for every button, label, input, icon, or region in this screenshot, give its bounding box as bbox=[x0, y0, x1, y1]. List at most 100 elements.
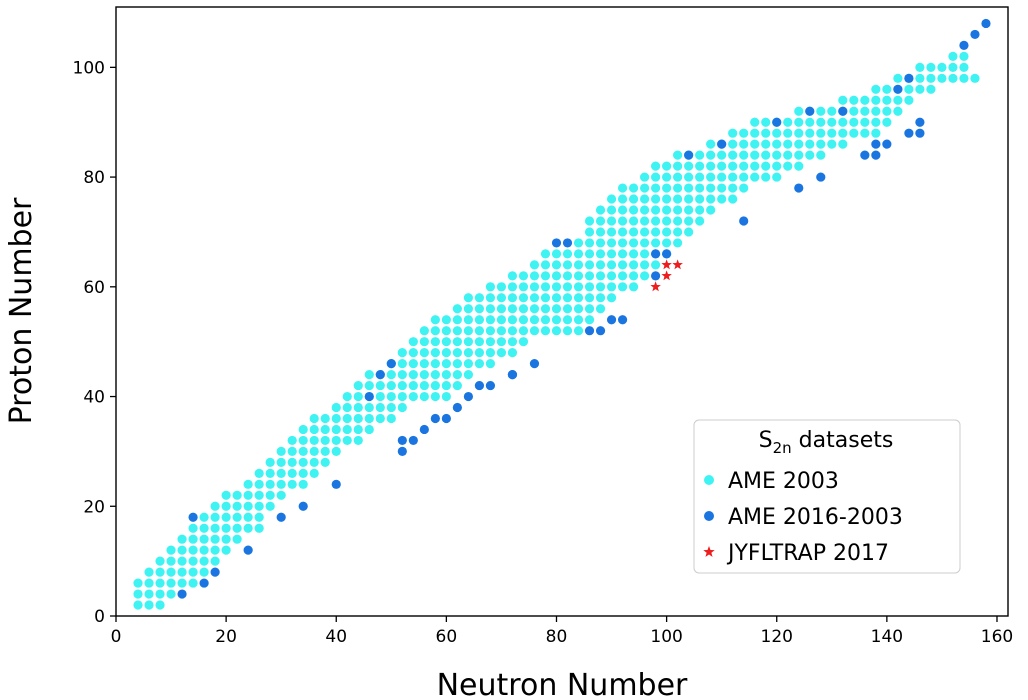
point-ame-2003 bbox=[144, 567, 154, 577]
point-ame-2003 bbox=[750, 150, 760, 160]
point-ame-2003 bbox=[397, 348, 407, 358]
point-ame-2003 bbox=[243, 523, 253, 533]
point-ame-2003 bbox=[309, 424, 319, 435]
point-ame-2003 bbox=[397, 359, 407, 369]
point-ame-2003 bbox=[639, 172, 650, 182]
point-ame-2003 bbox=[529, 315, 540, 325]
point-ame-2016-2003 bbox=[651, 271, 661, 281]
point-ame-2003 bbox=[849, 106, 859, 116]
point-ame-2003 bbox=[959, 51, 969, 61]
point-ame-2003 bbox=[232, 501, 242, 511]
point-ame-2003 bbox=[639, 183, 650, 193]
point-ame-2003 bbox=[496, 304, 507, 314]
point-ame-2003 bbox=[441, 315, 451, 325]
point-ame-2003 bbox=[309, 468, 319, 478]
point-ame-2003 bbox=[617, 205, 628, 215]
legend-title-rest: datasets bbox=[792, 428, 894, 453]
point-ame-2016-2003 bbox=[617, 315, 628, 325]
point-ame-2003 bbox=[651, 172, 661, 182]
point-ame-2003 bbox=[662, 172, 672, 182]
point-ame-2003 bbox=[265, 501, 275, 511]
point-ame-2003 bbox=[816, 106, 826, 116]
point-ame-2003 bbox=[628, 205, 639, 215]
point-ame-2003 bbox=[717, 194, 727, 204]
point-ame-2003 bbox=[728, 183, 738, 193]
point-ame-2003 bbox=[430, 337, 440, 347]
point-ame-2003 bbox=[518, 282, 529, 292]
point-ame-2003 bbox=[474, 326, 485, 336]
point-ame-2003 bbox=[419, 380, 429, 391]
point-ame-2003 bbox=[353, 435, 363, 446]
point-ame-2003 bbox=[540, 260, 551, 270]
point-ame-2003 bbox=[177, 578, 187, 588]
point-ame-2003 bbox=[188, 556, 198, 566]
point-ame-2003 bbox=[584, 216, 595, 226]
point-ame-2003 bbox=[628, 216, 639, 226]
point-ame-2003 bbox=[728, 150, 738, 160]
point-ame-2003 bbox=[783, 139, 793, 149]
point-ame-2003 bbox=[617, 194, 628, 204]
point-ame-2016-2003 bbox=[474, 380, 485, 391]
point-ame-2003 bbox=[728, 128, 738, 138]
point-ame-2003 bbox=[408, 337, 418, 347]
point-ame-2003 bbox=[287, 435, 297, 446]
point-ame-2003 bbox=[529, 282, 540, 292]
point-ame-2003 bbox=[386, 402, 396, 413]
point-ame-2003 bbox=[706, 205, 716, 215]
point-ame-2003 bbox=[166, 545, 176, 555]
point-ame-2003 bbox=[375, 380, 385, 391]
point-ame-2016-2003 bbox=[838, 106, 848, 116]
point-ame-2003 bbox=[254, 523, 264, 533]
point-ame-2003 bbox=[463, 369, 473, 380]
x-axis-title: Neutron Number bbox=[437, 668, 688, 700]
point-ame-2003 bbox=[529, 260, 540, 270]
point-ame-2003 bbox=[221, 523, 231, 533]
point-ame-2003 bbox=[419, 359, 429, 369]
point-ame-2003 bbox=[320, 435, 330, 446]
point-ame-2016-2003 bbox=[739, 216, 749, 226]
point-ame-2003 bbox=[860, 117, 870, 127]
point-ame-2003 bbox=[199, 545, 209, 555]
point-ame-2003 bbox=[540, 271, 551, 281]
point-ame-2003 bbox=[507, 326, 518, 336]
point-ame-2003 bbox=[287, 446, 297, 457]
point-ame-2003 bbox=[706, 172, 716, 182]
point-ame-2003 bbox=[309, 457, 319, 467]
point-ame-2003 bbox=[562, 293, 573, 303]
legend-title-main: S bbox=[759, 428, 773, 453]
point-ame-2003 bbox=[662, 227, 672, 237]
point-ame-2003 bbox=[298, 457, 308, 467]
point-ame-2003 bbox=[651, 161, 661, 171]
point-ame-2003 bbox=[452, 359, 462, 369]
point-ame-2003 bbox=[507, 293, 518, 303]
point-ame-2003 bbox=[838, 128, 848, 138]
point-ame-2003 bbox=[155, 556, 165, 566]
point-ame-2003 bbox=[595, 227, 606, 237]
point-ame-2003 bbox=[816, 128, 826, 138]
point-ame-2003 bbox=[915, 62, 925, 72]
point-ame-2003 bbox=[573, 315, 584, 325]
point-ame-2003 bbox=[485, 293, 496, 303]
point-ame-2003 bbox=[210, 556, 220, 566]
point-ame-2016-2003 bbox=[298, 501, 308, 511]
point-ame-2003 bbox=[199, 523, 209, 533]
point-ame-2003 bbox=[430, 359, 440, 369]
point-ame-2003 bbox=[353, 424, 363, 435]
x-tick-label: 40 bbox=[325, 627, 347, 647]
point-ame-2016-2003 bbox=[177, 589, 187, 599]
point-ame-2003 bbox=[628, 183, 639, 193]
point-ame-2003 bbox=[595, 271, 606, 281]
point-ame-2003 bbox=[155, 578, 165, 588]
x-tick-label: 60 bbox=[436, 627, 458, 647]
point-ame-2003 bbox=[805, 150, 815, 160]
point-ame-2003 bbox=[276, 490, 286, 500]
point-ame-2003 bbox=[584, 260, 595, 270]
point-ame-2016-2003 bbox=[882, 139, 892, 149]
point-ame-2003 bbox=[816, 150, 826, 160]
point-ame-2003 bbox=[595, 304, 606, 314]
point-ame-2003 bbox=[695, 205, 705, 215]
point-ame-2003 bbox=[320, 424, 330, 435]
point-ame-2003 bbox=[232, 512, 242, 522]
legend-marker-jyfltrap-2017 bbox=[703, 546, 715, 557]
point-ame-2003 bbox=[375, 413, 385, 424]
